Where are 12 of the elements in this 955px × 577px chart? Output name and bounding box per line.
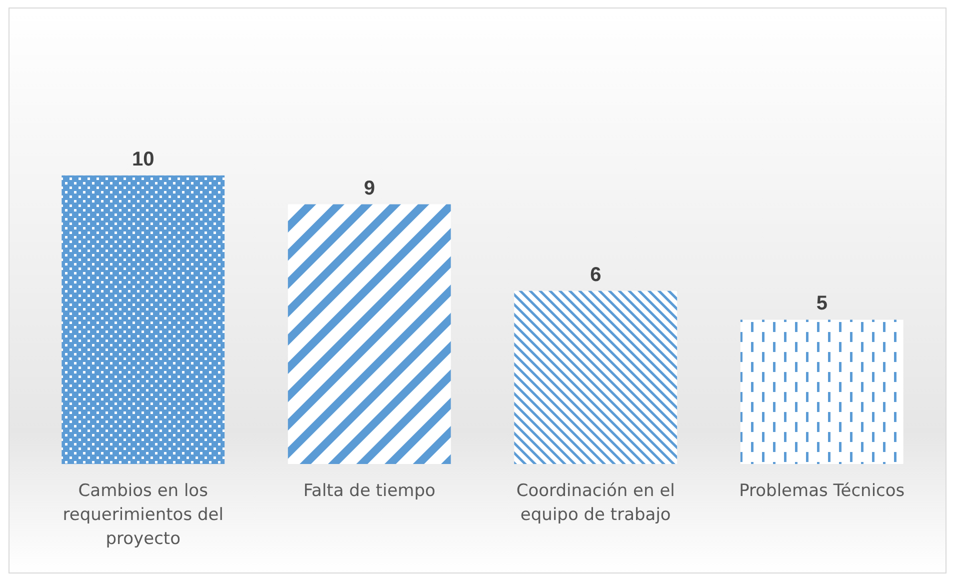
data-label: 10 — [132, 148, 154, 170]
x-tick-label: Falta de tiempo — [303, 481, 436, 501]
data-label: 5 — [816, 292, 828, 315]
bar — [740, 320, 904, 464]
bar — [62, 175, 225, 464]
data-label: 6 — [590, 264, 602, 286]
bar — [288, 204, 451, 464]
bar — [514, 290, 678, 464]
x-tick-label: Coordinación en el equipo de trabajo — [516, 481, 675, 525]
x-tick-label: Problemas Técnicos — [739, 481, 905, 501]
data-label: 9 — [364, 177, 375, 200]
x-tick-label: Cambios en los requerimientos del proyecto — [62, 481, 224, 549]
